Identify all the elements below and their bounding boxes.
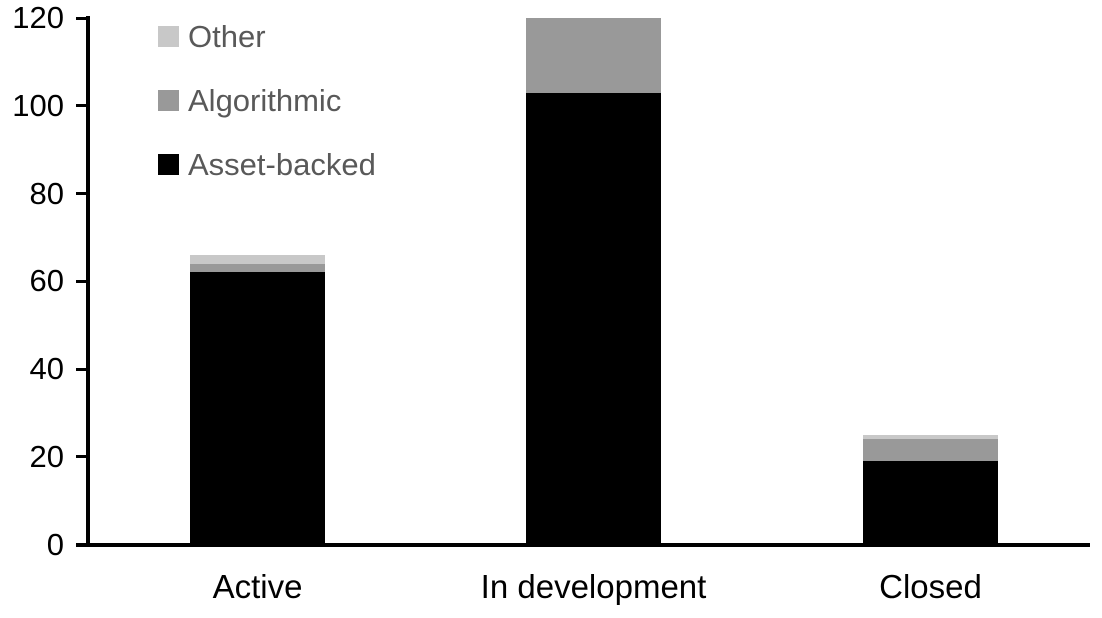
bar-segment-algorithmic-closed <box>863 439 998 462</box>
y-tick-0 <box>75 543 88 546</box>
y-tick-40 <box>75 367 88 371</box>
bar-segment-algorithmic-active <box>190 263 325 273</box>
legend-swatch-icon <box>158 154 179 175</box>
y-tick-label: 100 <box>12 87 64 123</box>
legend-label: Other <box>188 19 266 54</box>
y-tick-label: 60 <box>29 263 64 299</box>
y-tick-label: 40 <box>29 351 64 386</box>
y-tick-label: 20 <box>29 438 64 474</box>
y-tick-label: 0 <box>46 526 64 562</box>
y-tick-120 <box>75 16 88 20</box>
bar-segment-other-closed <box>863 434 998 440</box>
x-axis-line <box>75 542 1090 547</box>
y-tick-label: 80 <box>29 175 64 211</box>
bar-segment-asset-backed-active <box>190 272 325 545</box>
y-tick-20 <box>75 455 88 459</box>
bar-segment-asset-backed-in-development <box>526 92 661 545</box>
y-tick-label: 120 <box>12 0 64 35</box>
x-category-label-in-development: In development <box>480 568 707 605</box>
x-category-label-closed: Closed <box>879 568 982 605</box>
legend-label: Asset-backed <box>188 147 376 182</box>
legend-item-asset-backed: Asset-backed <box>158 149 376 180</box>
y-tick-60 <box>75 279 88 283</box>
bar-segment-algorithmic-in-development <box>526 18 661 93</box>
y-tick-80 <box>75 192 88 195</box>
legend-item-other: Other <box>158 21 266 52</box>
legend-swatch-icon <box>158 26 179 47</box>
legend-label: Algorithmic <box>188 83 342 118</box>
y-axis-line <box>86 16 90 546</box>
legend-item-algorithmic: Algorithmic <box>158 85 341 116</box>
legend-swatch-icon <box>158 90 179 111</box>
y-tick-100 <box>75 104 88 108</box>
x-category-label-active: Active <box>212 568 303 605</box>
bar-segment-asset-backed-closed <box>863 461 998 545</box>
bar-segment-other-active <box>190 254 325 264</box>
